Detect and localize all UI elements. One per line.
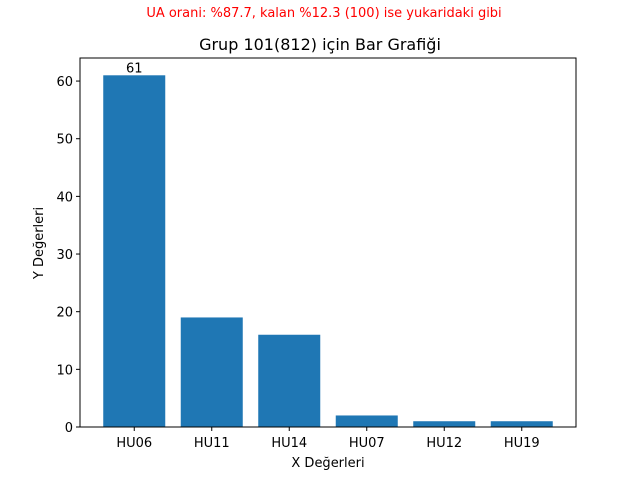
x-tick-label: HU11 <box>194 436 230 451</box>
y-tick-label: 10 <box>56 363 73 378</box>
bar-hu19 <box>490 421 553 427</box>
x-tick-label: HU06 <box>116 436 152 451</box>
x-tick-label: HU07 <box>349 436 385 451</box>
x-tick-label: HU12 <box>426 436 462 451</box>
bar-hu12 <box>413 421 476 427</box>
bar-value-label: 61 <box>126 61 143 76</box>
bar-hu06 <box>103 75 166 427</box>
plot-area: HU06 HU11 HU14 HU07 HU12 HU19 0 10 20 30 40 50 60 61 <box>56 57 577 451</box>
y-tick-label: 50 <box>56 133 73 148</box>
plot-frame <box>79 57 577 428</box>
y-tick-label: 40 <box>56 190 73 205</box>
y-tick-label: 60 <box>56 75 73 90</box>
bar-hu07 <box>335 415 398 427</box>
chart-suptitle: UA orani: %87.7, kalan %12.3 (100) ise y… <box>146 6 501 21</box>
chart-title: Grup 101(812) için Bar Grafiği <box>199 35 441 54</box>
x-tick-label: HU14 <box>271 436 307 451</box>
y-tick-label: 30 <box>56 248 73 263</box>
y-axis-label: Y Değerleri <box>32 207 47 280</box>
y-tick-label: 20 <box>56 306 73 321</box>
y-tick-label: 0 <box>65 421 73 436</box>
x-tick-label: HU19 <box>504 436 540 451</box>
bar-hu11 <box>180 317 243 427</box>
x-axis-label: X Değerleri <box>291 456 364 471</box>
bar-hu14 <box>258 334 321 427</box>
